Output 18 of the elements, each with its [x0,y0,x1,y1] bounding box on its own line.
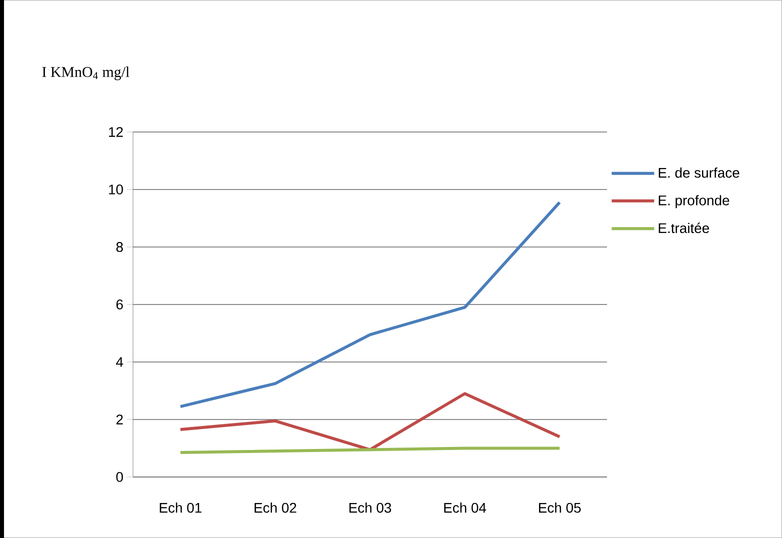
y-tick-label: 2 [116,414,123,424]
line-series [178,392,562,452]
y-tick-label: 0 [116,472,123,482]
x-tick-label: Ech 04 [444,502,486,513]
legend-label: E.traitée [658,222,710,234]
legend-label: E. profonde [658,195,730,208]
y-tick-label: 4 [116,357,124,367]
y-tick-label: 10 [109,184,123,194]
y-tick-label: 8 [116,242,123,252]
x-tick-label: Ech 03 [349,502,392,513]
x-tick-label: Ech 02 [254,502,296,513]
x-tick-label: Ech 05 [539,502,581,513]
y-axis-title: I KMnO$_{4}$ mg/l [42,66,130,80]
y-tick-label: 12 [109,127,123,137]
x-tick-label: Ech 01 [160,502,202,513]
line-series [178,200,562,408]
y-tick-label: 6 [116,300,123,310]
legend-label: E. de surface [658,168,740,178]
